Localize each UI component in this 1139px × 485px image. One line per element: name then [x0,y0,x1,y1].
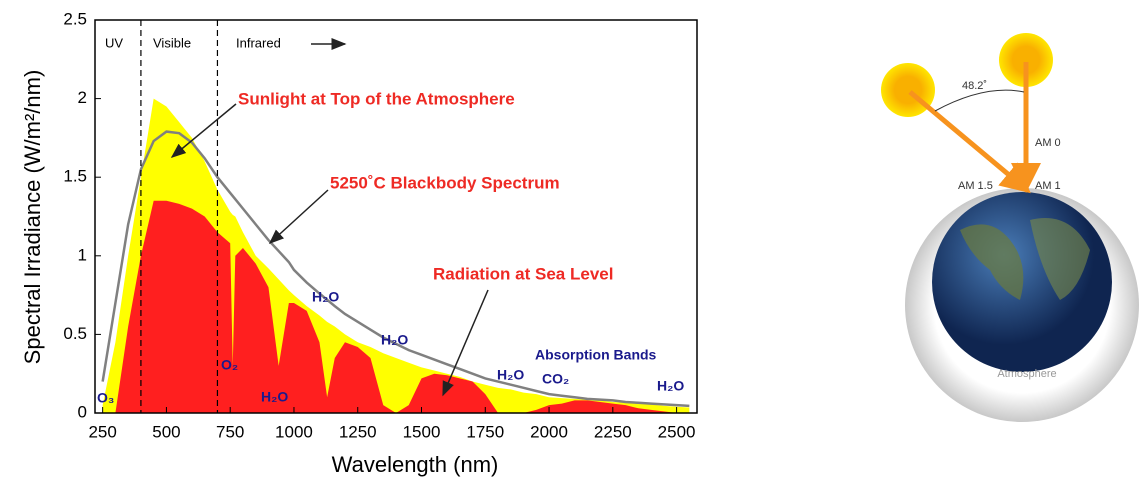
angle-label: 48.2˚ [962,80,987,92]
x-tick-label: 250 [88,422,116,441]
x-tick-label: 1250 [339,422,377,441]
x-tick-label: 1750 [466,422,504,441]
x-tick-label: 2500 [658,422,696,441]
annotation: Absorption Bands [535,347,657,363]
y-tick-label: 1.5 [63,167,87,186]
x-axis-label: Wavelength (nm) [332,452,499,477]
plot: 250 500 750 1000 1250 1500 1750 2000 2250 2500 0 0.… [63,9,697,441]
y-tick-label: 2 [78,88,87,107]
x-tick-label: 750 [216,422,244,441]
atmosphere-label: Atmosphere [997,368,1056,380]
am-label: AM 0 [1035,137,1061,149]
chart: 250 500 750 1000 1250 1500 1750 2000 2250 2500 0 0.… [0,0,1139,480]
series-label: Radiation at Sea Level [433,264,613,283]
annotation: H₂O [261,389,288,405]
series-label: 5250˚C Blackbody Spectrum [330,173,560,192]
y-tick-label: 2.5 [63,9,87,28]
angle-arc [935,90,1024,111]
annotation: O₂ [221,357,238,373]
x-tick-label: 1000 [275,422,313,441]
air-mass-diagram: Atmosphere 48.2˚ AM 0 AM 1.5 AM 1 [881,33,1139,422]
x-tick-label: 2250 [594,422,632,441]
y-axis-label: Spectral Irradiance (W/m²/nm) [20,70,45,365]
y-tick-label: 0 [78,402,87,421]
x-tick-label: 1500 [403,422,441,441]
y-tick-label: 0.5 [63,324,87,343]
annotation: H₂O [497,367,524,383]
region-label: Infrared [236,35,281,50]
series-label: Sunlight at Top of the Atmosphere [238,89,515,108]
annotation: CO₂ [542,371,569,387]
region-label: Visible [153,35,191,50]
ray [910,92,1027,190]
am-label: AM 1.5 [958,180,993,192]
annotation: H₂O [312,289,339,305]
am-label: AM 1 [1035,180,1061,192]
annotation: H₂O [657,378,684,394]
arrow [270,190,328,243]
x-tick-label: 500 [152,422,180,441]
region-label: UV [105,35,123,50]
annotation: O₃ [97,390,114,406]
y-tick-label: 1 [78,245,87,264]
annotation: H₂O [381,332,408,348]
x-tick-label: 2000 [530,422,568,441]
